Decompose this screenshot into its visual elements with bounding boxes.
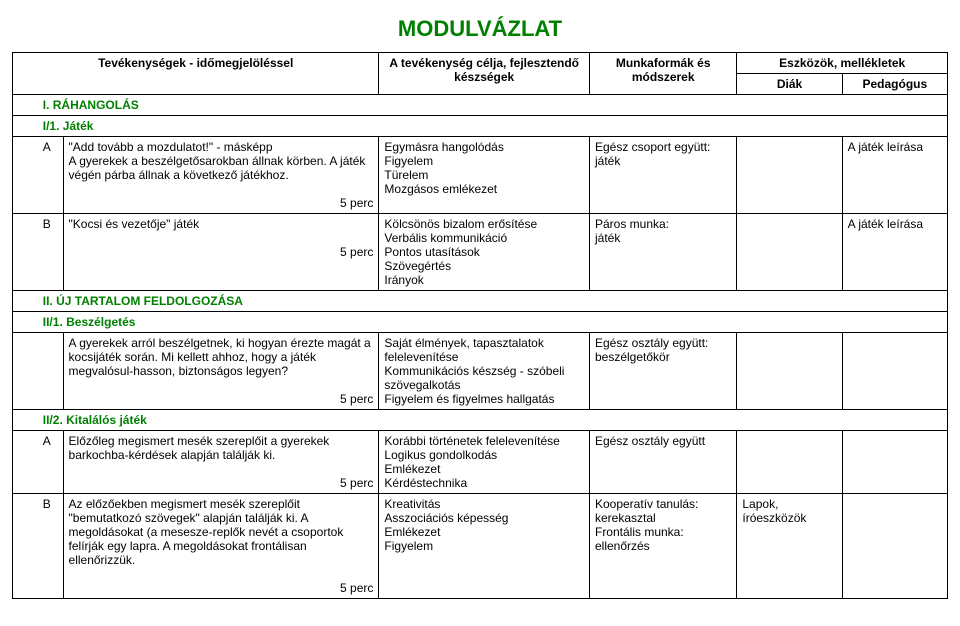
row-diak xyxy=(737,137,842,214)
table-row: B "Kocsi és vezetője" játék 5 perc Kölcs… xyxy=(13,214,948,291)
row-goal: Kreativitás Asszociációs képesség Emléke… xyxy=(379,494,590,599)
row-goal: Saját élmények, tapasztalatok felelevení… xyxy=(379,333,590,410)
row-diak xyxy=(737,333,842,410)
module-table: Tevékenységek - időmegjelöléssel A tevék… xyxy=(12,52,948,599)
section-row: II/1. Beszélgetés xyxy=(13,312,948,333)
row-ped: A játék leírása xyxy=(842,137,947,214)
row-activity: Előzőleg megismert mesék szereplőit a gy… xyxy=(63,431,379,494)
th-tools: Eszközök, mellékletek xyxy=(737,53,948,74)
row-activity: Az előzőekben megismert mesék szereplőit… xyxy=(63,494,379,599)
row-time: 5 perc xyxy=(69,378,374,406)
section-row: I. RÁHANGOLÁS xyxy=(13,95,948,116)
row-goal: Egymásra hangolódás Figyelem Türelem Moz… xyxy=(379,137,590,214)
th-diak: Diák xyxy=(737,74,842,95)
row-form: Páros munka: játék xyxy=(589,214,736,291)
row-time: 5 perc xyxy=(69,231,374,259)
section-row: II. ÚJ TARTALOM FELDOLGOZÁSA xyxy=(13,291,948,312)
section-title: II. ÚJ TARTALOM FELDOLGOZÁSA xyxy=(38,291,948,312)
row-diak xyxy=(737,214,842,291)
page-title: MODULVÁZLAT xyxy=(12,16,948,42)
th-ped: Pedagógus xyxy=(842,74,947,95)
section-title: II/2. Kitalálós játék xyxy=(38,410,948,431)
row-code xyxy=(38,333,63,410)
row-goal: Kölcsönös bizalom erősítése Verbális kom… xyxy=(379,214,590,291)
section-row: II/2. Kitalálós játék xyxy=(13,410,948,431)
row-ped xyxy=(842,494,947,599)
row-goal: Korábbi történetek felelevenítése Logiku… xyxy=(379,431,590,494)
row-activity: "Kocsi és vezetője" játék 5 perc xyxy=(63,214,379,291)
row-activity: "Add tovább a mozdulatot!" - másképp A g… xyxy=(63,137,379,214)
row-code: B xyxy=(38,214,63,291)
table-row: A Előzőleg megismert mesék szereplőit a … xyxy=(13,431,948,494)
th-goal: A tevékenység célja, fejlesztendő készsé… xyxy=(379,53,590,95)
row-code: B xyxy=(38,494,63,599)
row-time: 5 perc xyxy=(69,567,374,595)
th-forms: Munkaformák és módszerek xyxy=(589,53,736,95)
header-row-1: Tevékenységek - időmegjelöléssel A tevék… xyxy=(13,53,948,74)
row-diak: Lapok, íróeszközök xyxy=(737,494,842,599)
th-activities: Tevékenységek - időmegjelöléssel xyxy=(13,53,379,95)
section-row: I/1. Játék xyxy=(13,116,948,137)
table-row: B Az előzőekben megismert mesék szereplő… xyxy=(13,494,948,599)
section-title: II/1. Beszélgetés xyxy=(38,312,948,333)
section-title: I/1. Játék xyxy=(38,116,948,137)
row-time: 5 perc xyxy=(69,462,374,490)
table-row: A gyerekek arról beszélgetnek, ki hogyan… xyxy=(13,333,948,410)
row-time: 5 perc xyxy=(69,182,374,210)
row-ped xyxy=(842,333,947,410)
row-ped xyxy=(842,431,947,494)
row-activity: A gyerekek arról beszélgetnek, ki hogyan… xyxy=(63,333,379,410)
row-form: Egész csoport együtt: játék xyxy=(589,137,736,214)
row-form: Egész osztály együtt xyxy=(589,431,736,494)
row-form: Egész osztály együtt: beszélgetőkör xyxy=(589,333,736,410)
row-ped: A játék leírása xyxy=(842,214,947,291)
section-title: I. RÁHANGOLÁS xyxy=(38,95,948,116)
row-code: A xyxy=(38,137,63,214)
table-row: A "Add tovább a mozdulatot!" - másképp A… xyxy=(13,137,948,214)
row-diak xyxy=(737,431,842,494)
row-code: A xyxy=(38,431,63,494)
row-form: Kooperatív tanulás: kerekasztal Frontáli… xyxy=(589,494,736,599)
